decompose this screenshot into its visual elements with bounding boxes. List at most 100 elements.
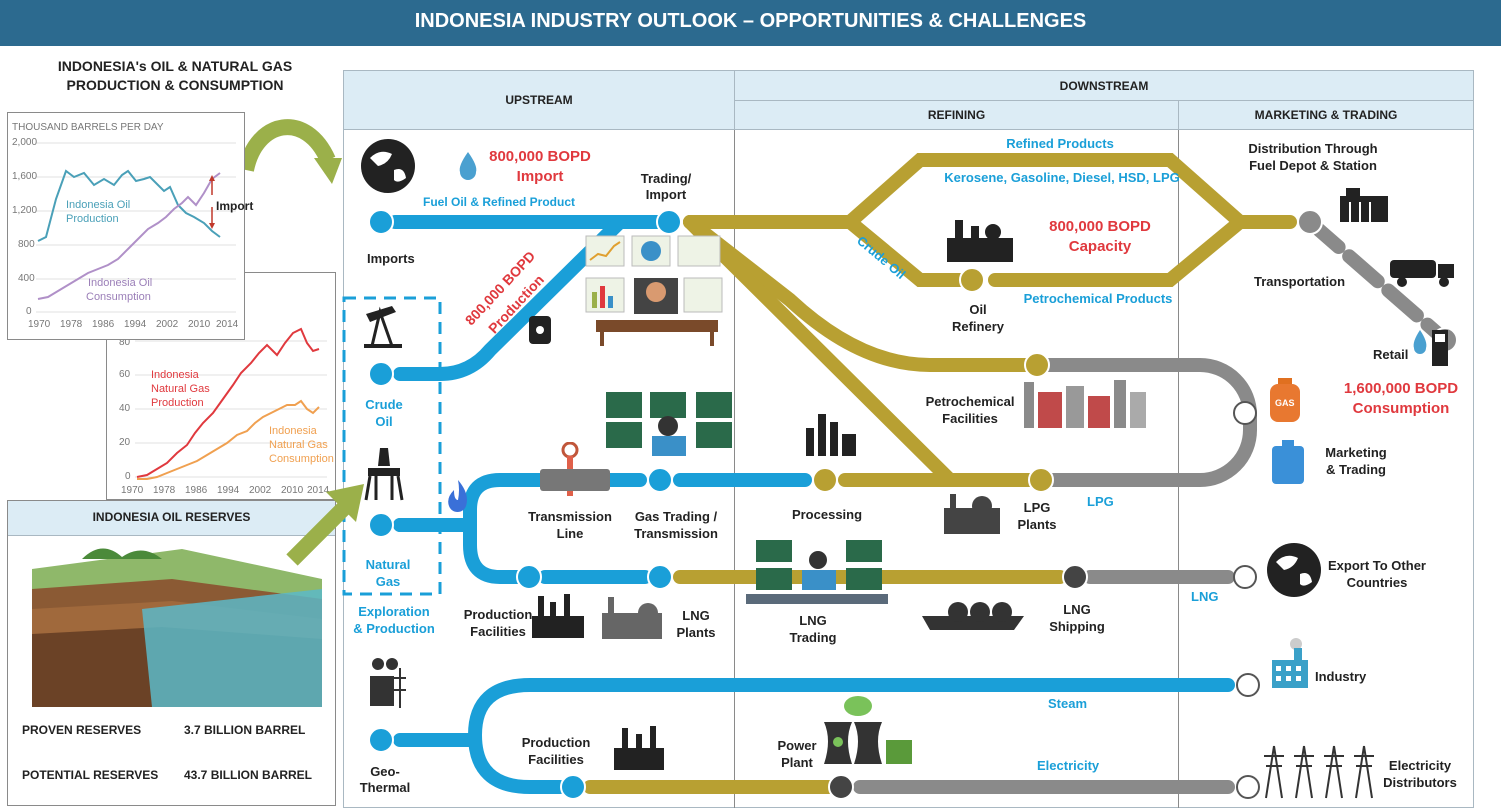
oil-ytick: 2,000 xyxy=(12,137,38,148)
gas-production-label: Production xyxy=(151,397,204,409)
distribution-label: Fuel Depot & Station xyxy=(1249,158,1377,173)
gas-xtick: 2002 xyxy=(249,485,272,496)
oil-ytick: 1,600 xyxy=(12,171,38,182)
upstream-header: UPSTREAM xyxy=(343,70,735,130)
import-word: Import xyxy=(516,168,564,185)
oil-xtick: 1978 xyxy=(60,319,83,330)
oil-refinery-label: Oil xyxy=(969,302,987,317)
oil-consumption-label: Indonesia Oil xyxy=(88,277,153,289)
production-facility-icon xyxy=(532,594,584,638)
production-facilities-label: Facilities xyxy=(470,624,526,639)
consumption-volume: 1,600,000 BOPD xyxy=(1343,380,1459,397)
lng-trading-label: Trading xyxy=(789,630,837,645)
oil-ytick: 800 xyxy=(18,239,35,250)
lng-trader-icon xyxy=(746,540,888,604)
gas-production-label: Indonesia xyxy=(151,369,199,381)
lng-trading-label: LNG xyxy=(799,613,827,628)
gas-consumption-label: Consumption xyxy=(269,453,334,465)
marketing-trading-label: Marketing xyxy=(1325,445,1387,460)
oil-production-label: Production xyxy=(66,213,119,225)
gas-trader-icon xyxy=(606,392,732,456)
lng-plants-label: Plants xyxy=(676,625,716,640)
page-title: INDONESIA INDUSTRY OUTLOOK – OPPORTUNITI… xyxy=(414,10,1087,32)
natural-gas-label: Natural xyxy=(365,557,411,572)
distribution-label: Distribution Through xyxy=(1248,141,1378,156)
left-title-line1: INDONESIA's OIL & NATURAL GAS xyxy=(57,58,293,74)
crude-oil-label: Crude xyxy=(365,397,403,412)
power-plant-icon xyxy=(824,696,912,764)
pumpjack-icon xyxy=(364,306,402,348)
geo-thermal-label: Geo- xyxy=(370,764,400,779)
oil-xtick: 1970 xyxy=(28,319,51,330)
electricity-distributors-label: Electricity xyxy=(1388,758,1452,773)
processing-plant-icon xyxy=(806,414,856,456)
marketing-header: MARKETING & TRADING xyxy=(1178,100,1474,130)
oil-xtick: 1986 xyxy=(92,319,115,330)
lpg-label: LPG xyxy=(1087,494,1114,509)
exploration-label: & Production xyxy=(353,621,435,636)
natural-gas-label: Gas xyxy=(375,574,401,589)
lng-plants-label: LNG xyxy=(682,608,710,623)
refinery-icon xyxy=(947,220,1013,262)
reserves-illustration xyxy=(32,548,322,707)
petrochemical-products-label: Petrochemical Products xyxy=(1023,291,1173,306)
downstream-header-label: DOWNSTREAM xyxy=(1059,78,1149,93)
industry-label: Industry xyxy=(1315,669,1367,684)
reserves-header xyxy=(8,501,335,536)
proven-reserves-value: 3.7 BILLION BARREL xyxy=(184,723,306,737)
trading-import-label: Import xyxy=(645,187,687,202)
oil-xtick: 2002 xyxy=(156,319,179,330)
gas-flame-icon xyxy=(448,480,467,513)
fuel-truck-icon xyxy=(1390,260,1454,287)
gas-ytick: 20 xyxy=(119,437,131,448)
import-volume: 800,000 BOPD xyxy=(489,148,591,165)
geo-thermal-label: Thermal xyxy=(359,780,411,795)
up-arrow-icon xyxy=(286,484,364,566)
retail-label: Retail xyxy=(1373,347,1409,362)
oil-ytick: 0 xyxy=(26,306,32,317)
left-title-line2: PRODUCTION & CONSUMPTION xyxy=(66,77,284,93)
gas-ytick: 40 xyxy=(119,403,131,414)
gas-trading-label: Gas Trading / xyxy=(634,509,718,524)
petrochemical-facilities-label: Petrochemical xyxy=(925,394,1015,409)
lng-plant-icon xyxy=(602,597,662,639)
production-facilities-label: Production xyxy=(521,735,591,750)
gas-ytick: 0 xyxy=(125,471,131,482)
lng-label: LNG xyxy=(1191,589,1219,604)
oil-consumption-label: Consumption xyxy=(86,291,151,303)
production-facilities-label: Facilities xyxy=(528,752,584,767)
gas-ytick: 60 xyxy=(119,369,131,380)
refined-products-label: Refined Products xyxy=(1006,136,1114,151)
divider xyxy=(1178,100,1179,808)
gas-cylinder-label: GAS xyxy=(1275,398,1295,408)
oil-xtick: 2010 xyxy=(188,319,211,330)
gas-production-label: Natural Gas xyxy=(151,383,210,395)
capacity-volume: 800,000 BOPD xyxy=(1049,218,1151,235)
oil-chart-panel: THOUSAND BARRELS PER DAY 2,000 1,600 1,2… xyxy=(7,112,253,340)
curved-arrow-icon xyxy=(238,119,342,184)
gas-xtick: 1994 xyxy=(217,485,240,496)
trader-dashboard-icon xyxy=(585,235,723,346)
gas-chart xyxy=(135,327,327,480)
gas-cylinder-icon xyxy=(1270,378,1300,422)
oil-production-label: Indonesia Oil xyxy=(66,199,131,211)
potential-reserves-value: 43.7 BILLION BARREL xyxy=(184,768,313,782)
upstream-header-label: UPSTREAM xyxy=(505,93,573,107)
export-label: Export To Other xyxy=(1328,558,1426,573)
downstream-header: DOWNSTREAM xyxy=(734,70,1474,101)
petrochemical-plant-icon xyxy=(1024,380,1146,428)
gas-consumption-label: Indonesia xyxy=(269,425,317,437)
oil-refinery-label: Refinery xyxy=(951,319,1005,334)
transmission-towers-icon xyxy=(1264,745,1374,799)
marketing-trading-label: & Trading xyxy=(1326,462,1386,477)
oil-drop-icon xyxy=(459,152,477,180)
oil-chart xyxy=(36,142,236,313)
lng-shipping-label: Shipping xyxy=(1049,619,1105,634)
import-annotation: Import xyxy=(216,199,254,213)
gas-xtick: 1986 xyxy=(185,485,208,496)
electricity-distributors-label: Distributors xyxy=(1383,775,1457,790)
oil-chart-ylabel: THOUSAND BARRELS PER DAY xyxy=(12,122,164,133)
gas-xtick: 1970 xyxy=(121,485,144,496)
gas-xtick: 2014 xyxy=(307,485,330,496)
gas-ytick: 80 xyxy=(119,337,131,348)
